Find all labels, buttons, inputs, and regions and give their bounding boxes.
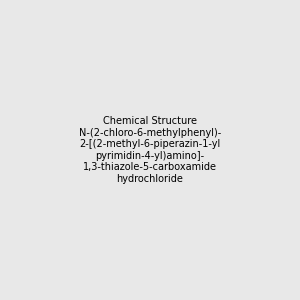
- Text: Chemical Structure
N-(2-chloro-6-methylphenyl)-
2-[(2-methyl-6-piperazin-1-yl
py: Chemical Structure N-(2-chloro-6-methylp…: [79, 116, 221, 184]
